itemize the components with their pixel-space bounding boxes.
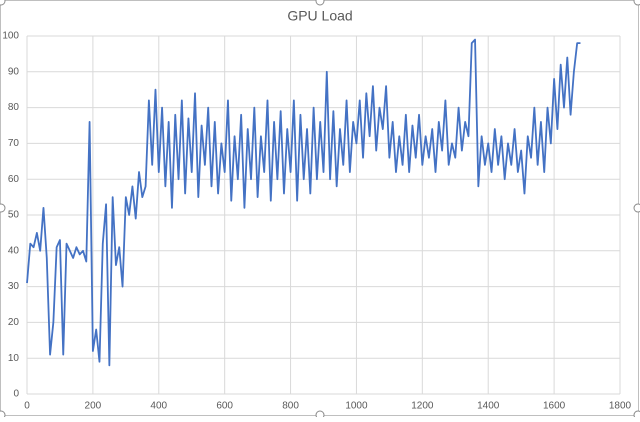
y-tick-label: 100: [2, 31, 19, 42]
data-line: [26, 38, 581, 367]
y-tick-label: 0: [13, 389, 19, 400]
y-tick-label: 40: [8, 245, 20, 256]
x-tick-label: 0: [24, 401, 30, 412]
x-tick-label: 1000: [345, 401, 368, 412]
x-tick-label: 800: [282, 401, 299, 412]
x-tick-label: 600: [216, 401, 233, 412]
y-tick-label: 90: [8, 66, 20, 77]
y-tick-label: 60: [8, 174, 20, 185]
x-tick-label: 1600: [543, 401, 566, 412]
y-tick-label: 80: [8, 102, 20, 113]
x-tick-label: 200: [85, 401, 102, 412]
y-tick-label: 10: [8, 353, 20, 364]
x-tick-label: 1800: [609, 401, 632, 412]
x-tick-label: 1400: [477, 401, 500, 412]
y-tick-label: 20: [8, 317, 20, 328]
chart-title: GPU Load: [287, 8, 352, 24]
y-tick-label: 70: [8, 138, 20, 149]
y-tick-label: 30: [8, 281, 20, 292]
y-tick-label: 50: [8, 210, 20, 221]
x-tick-label: 400: [150, 401, 167, 412]
x-tick-label: 1200: [411, 401, 434, 412]
